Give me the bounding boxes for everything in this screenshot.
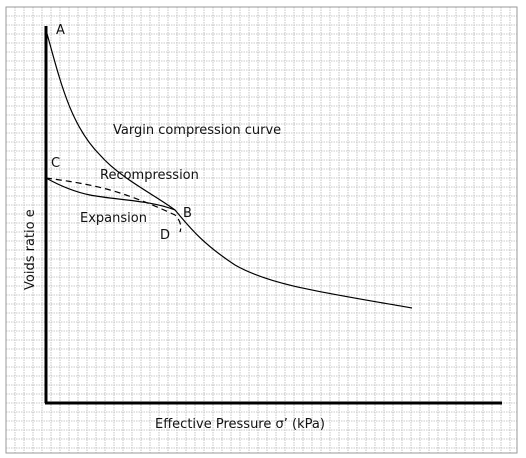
point-label-d: D: [160, 228, 170, 243]
y-axis-title: Voids ratio e: [23, 209, 38, 290]
expansion-curve: [45, 177, 176, 211]
expansion-label: Expansion: [80, 211, 147, 226]
point-label-a: A: [56, 23, 65, 38]
point-label-b: B: [183, 206, 192, 221]
virgin-compression-curve: [45, 29, 413, 309]
recompression-label: Recompression: [100, 168, 199, 183]
grid: [5, 6, 517, 453]
point-label-c: C: [51, 156, 60, 171]
virgin-compression-label: Vargin compression curve: [113, 123, 281, 138]
x-axis-title: Effective Pressure σ’ (kPa): [155, 417, 325, 432]
grid-frame: [5, 6, 518, 454]
recompression-curve: [45, 177, 182, 233]
